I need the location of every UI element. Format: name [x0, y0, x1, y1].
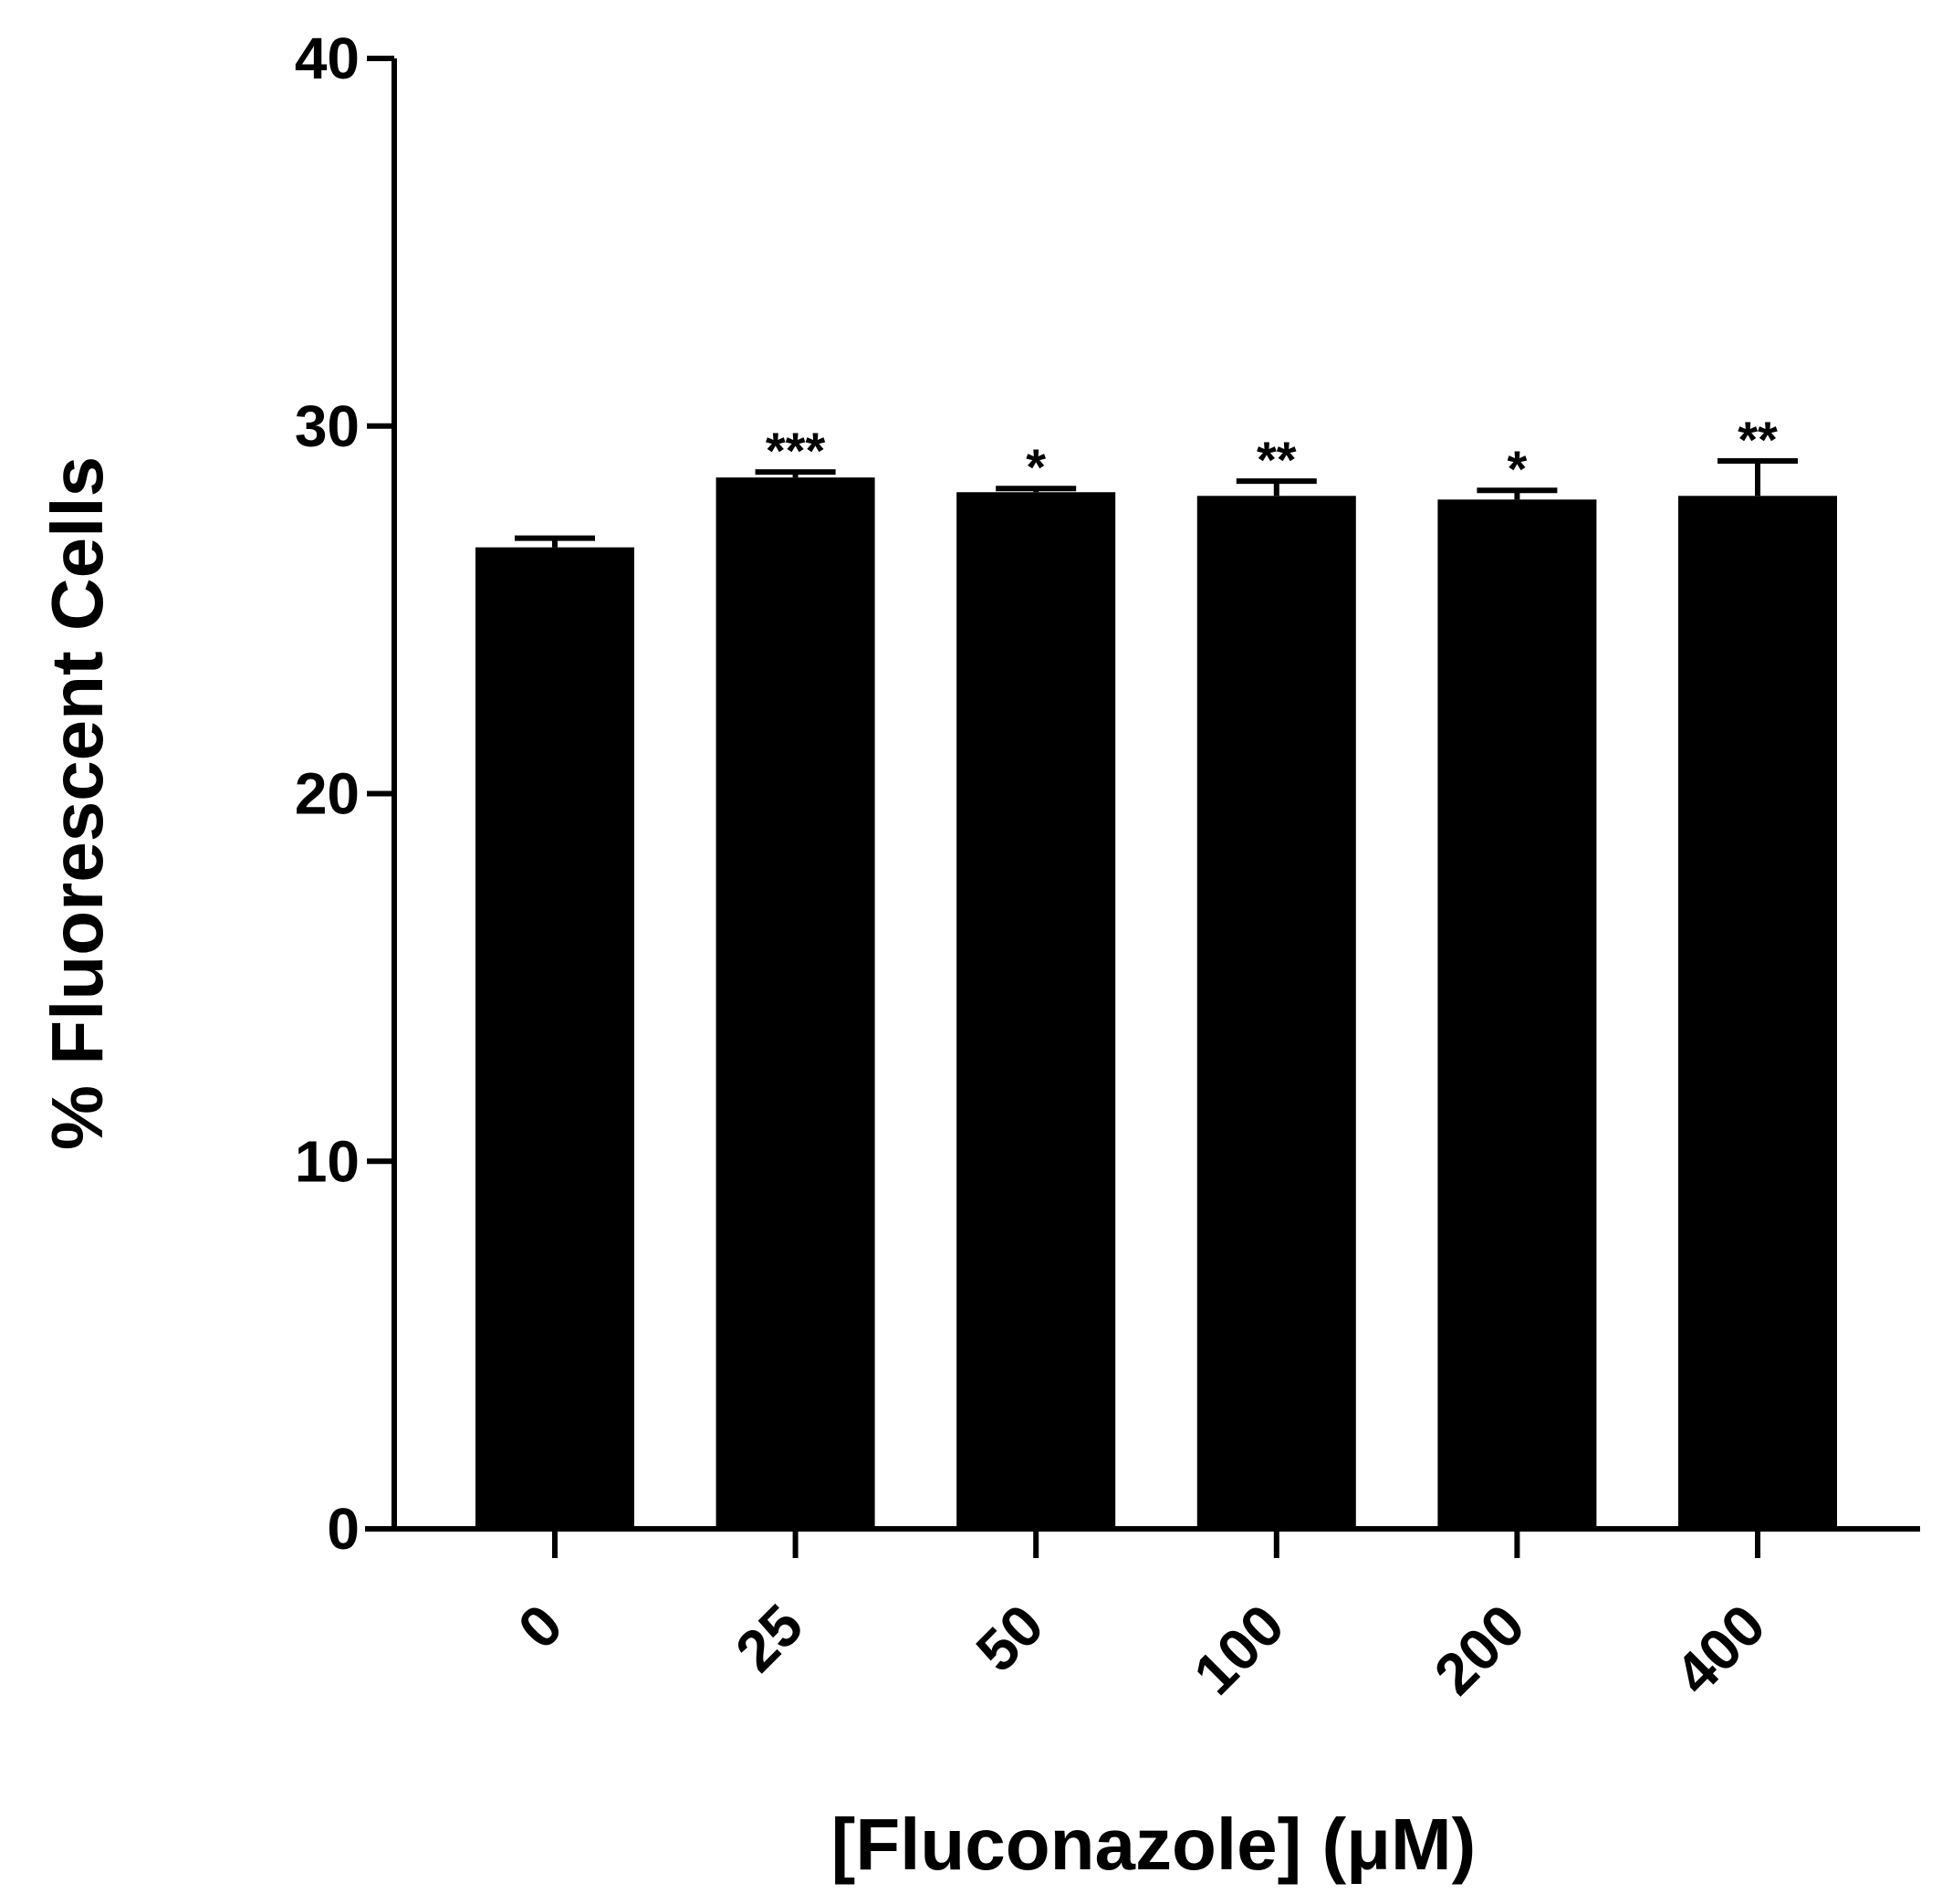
significance-group: *** * ** *** [766, 411, 1778, 497]
significance-label: ** [1738, 411, 1778, 468]
x-axis-title: [Fluconazole] (μM) [831, 1804, 1477, 1885]
bar [1678, 496, 1837, 1530]
y-tick-label: 20 [295, 761, 360, 827]
bar [475, 547, 634, 1529]
significance-label: *** [766, 422, 826, 479]
y-tick-label: 0 [327, 1496, 360, 1562]
x-axis: 0 25 50 100 200 400 [365, 1526, 1920, 1707]
x-tick-label: 100 [1181, 1592, 1296, 1707]
x-tick-label: 400 [1662, 1592, 1777, 1707]
x-tick-label: 200 [1422, 1592, 1537, 1707]
bar [1437, 499, 1597, 1529]
significance-label: ** [1257, 431, 1297, 488]
bars-group [475, 477, 1837, 1530]
y-tick-label: 30 [295, 393, 360, 459]
x-tick-label: 50 [964, 1592, 1056, 1684]
significance-label: * [1026, 438, 1046, 496]
bar [956, 492, 1116, 1529]
y-axis: 0 10 20 30 40 [295, 26, 397, 1562]
y-tick-label: 40 [295, 26, 360, 91]
significance-label: * [1508, 440, 1528, 497]
x-tick-label: 0 [506, 1592, 575, 1661]
bar [715, 477, 875, 1529]
error-bars-group [515, 458, 1798, 548]
x-tick-label: 25 [723, 1592, 815, 1684]
y-axis-title: % Fluorescent Cells [37, 456, 118, 1150]
bar [1196, 496, 1356, 1530]
y-tick-label: 10 [295, 1128, 360, 1194]
